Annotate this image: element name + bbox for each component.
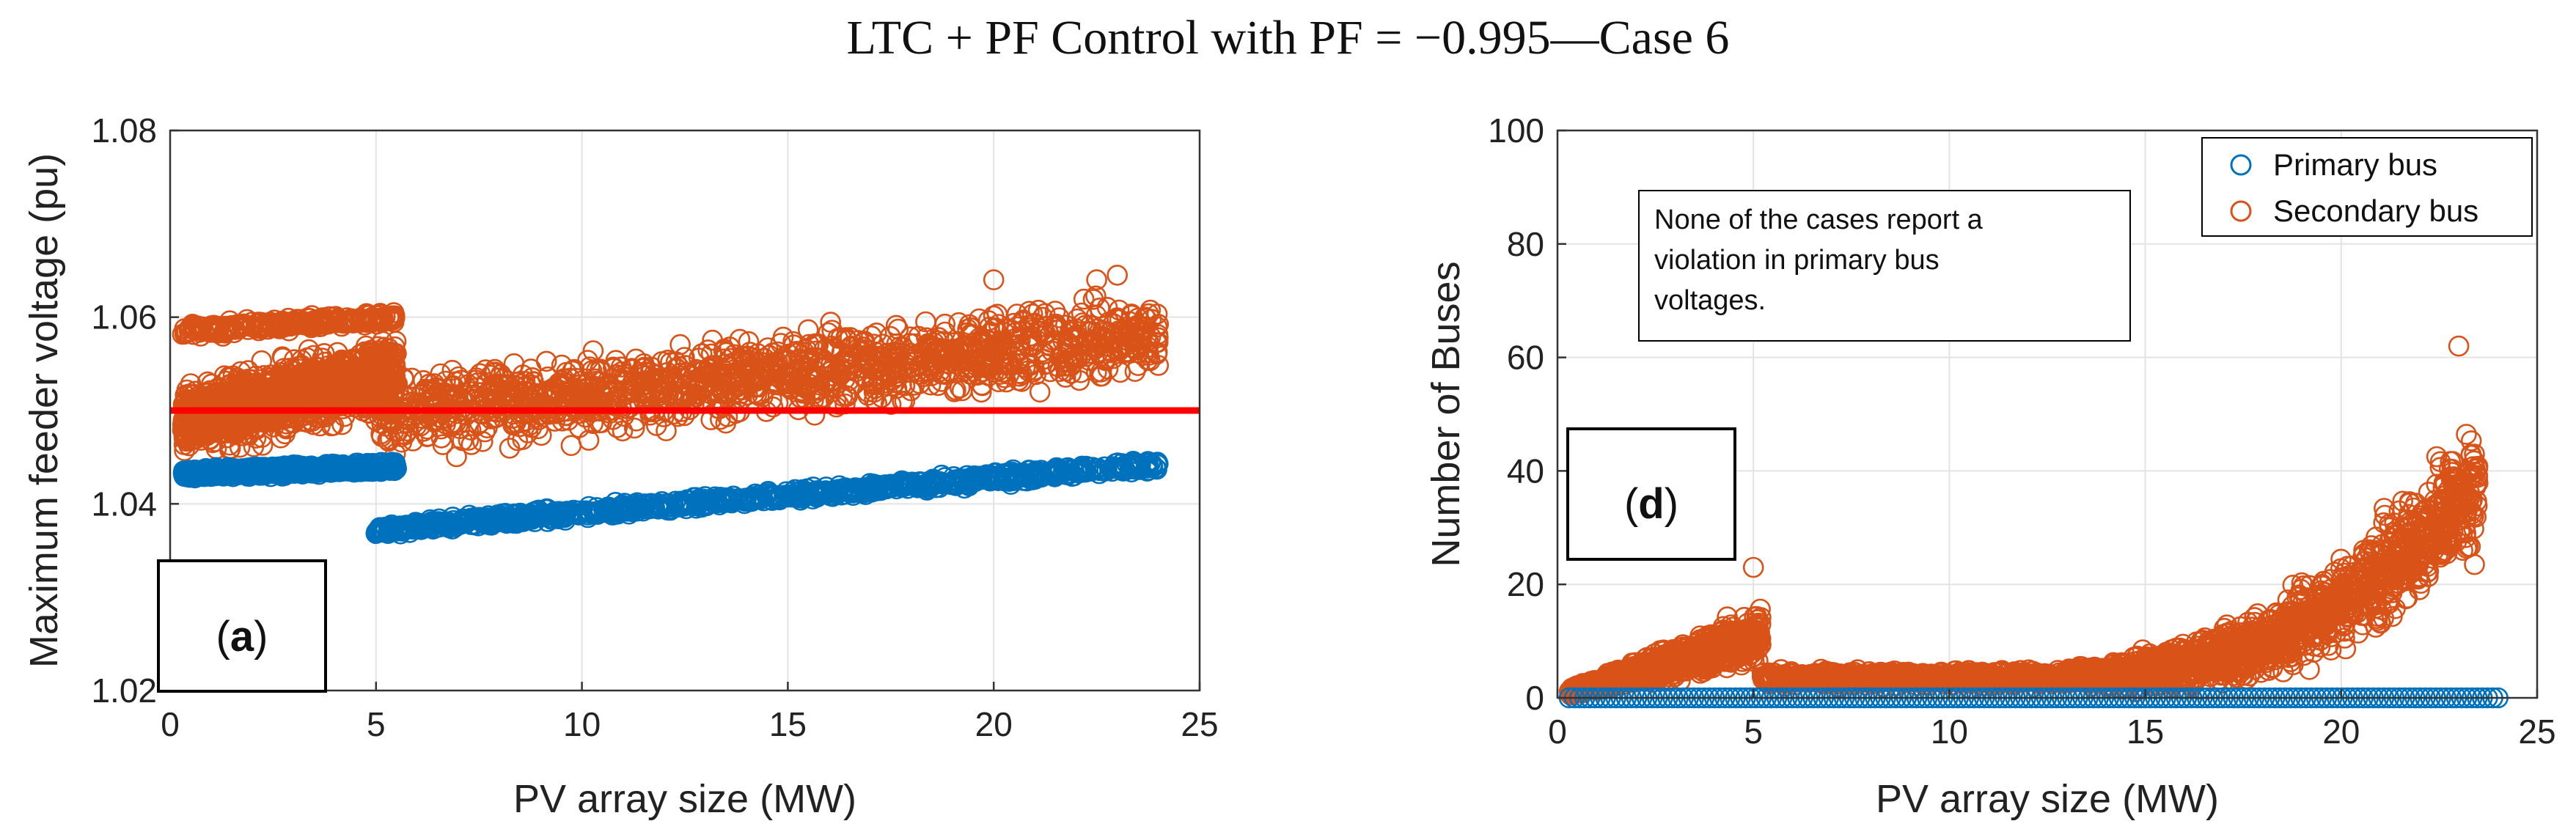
figure-title: LTC + PF Control with PF = −0.995—Case 6 <box>846 11 1730 65</box>
data-point <box>379 347 400 369</box>
panel-letter-a: a <box>230 613 254 660</box>
data-point <box>279 315 301 337</box>
data-point <box>188 321 210 343</box>
data-point <box>669 334 691 356</box>
data-point <box>215 318 236 340</box>
data-point <box>226 314 248 336</box>
y-tick-label: 1.06 <box>91 298 157 336</box>
data-point <box>329 383 351 405</box>
data-point <box>277 307 299 329</box>
x-tick-label: 5 <box>367 705 386 743</box>
x-tick-label: 15 <box>769 705 807 743</box>
data-point <box>252 314 274 336</box>
data-point <box>180 424 202 445</box>
data-point <box>381 349 403 370</box>
data-point <box>329 362 351 384</box>
y-tick-label: 1.04 <box>91 485 157 523</box>
data-point <box>364 348 386 370</box>
data-points-a <box>172 265 1170 545</box>
x-tick-label: 20 <box>975 705 1013 743</box>
data-point <box>260 372 282 394</box>
data-point <box>188 315 210 337</box>
y-tick-label: 1.02 <box>91 671 157 710</box>
data-point <box>293 312 315 333</box>
x-axis-label-a: PV array size (MW) <box>513 777 856 821</box>
x-tick-label: 10 <box>563 705 601 743</box>
x-tick-label: 0 <box>161 705 180 743</box>
data-point <box>228 369 250 391</box>
y-tick-label: 1.08 <box>91 111 157 150</box>
data-point <box>378 306 400 328</box>
data-point <box>251 350 273 372</box>
data-point <box>252 435 274 456</box>
data-point <box>257 318 279 340</box>
x-tick-label: 25 <box>1181 705 1218 743</box>
data-point <box>216 415 238 437</box>
data-point <box>243 435 265 457</box>
data-point <box>363 358 384 380</box>
data-point <box>309 308 331 330</box>
data-point <box>356 303 378 325</box>
data-point <box>183 428 205 449</box>
y-axis-label-a: Maximum feeder voltage (pu) <box>22 153 66 668</box>
data-point <box>370 309 392 331</box>
data-point <box>229 436 251 458</box>
data-point <box>333 312 355 334</box>
data-point <box>1029 381 1051 403</box>
data-point <box>213 365 235 387</box>
data-point <box>300 372 322 393</box>
panel-label-a: (a) <box>216 613 268 660</box>
data-point <box>366 305 388 327</box>
data-point <box>235 314 257 336</box>
data-point <box>302 362 324 384</box>
data-point <box>175 322 197 344</box>
chart-panel-a: 0 5 10 15 20 25 1.02 1.04 1.06 1.08 PV array siz… <box>22 111 1219 821</box>
data-point <box>372 312 393 334</box>
data-point <box>1107 265 1128 286</box>
data-point <box>327 308 349 329</box>
data-point <box>331 372 353 393</box>
data-point <box>174 427 195 449</box>
data-point <box>384 336 406 358</box>
data-point <box>323 415 345 436</box>
data-point <box>458 430 480 451</box>
data-point <box>560 435 582 457</box>
data-point <box>499 438 521 459</box>
data-point <box>226 416 247 438</box>
data-point <box>197 413 219 435</box>
data-point <box>612 420 634 442</box>
data-point <box>224 384 246 406</box>
